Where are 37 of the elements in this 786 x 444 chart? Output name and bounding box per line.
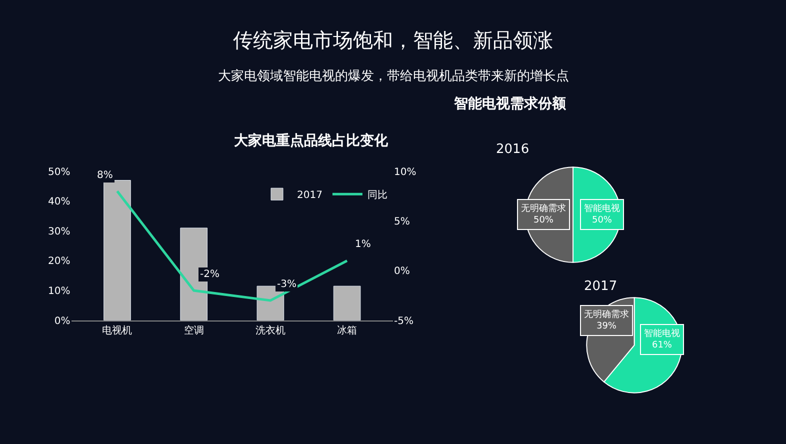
data-label: -2% xyxy=(200,269,220,280)
x-tick-label: 电视机 xyxy=(102,324,132,336)
bar xyxy=(104,180,131,320)
x-tick-label: 空调 xyxy=(184,324,204,336)
y-tick-label: 40% xyxy=(48,196,70,208)
chart-title: 2017 xyxy=(584,279,618,294)
data-label: 39% xyxy=(596,322,617,332)
chart-title: 智能电视需求份额 xyxy=(453,95,567,112)
data-label: 61% xyxy=(652,340,672,351)
data-label: -3% xyxy=(277,279,296,290)
data-label: 8% xyxy=(97,170,113,181)
data-label: 50% xyxy=(592,216,612,226)
slice-label: 无明确需求 xyxy=(584,309,629,320)
chart-subtitle: 2016 xyxy=(496,142,530,157)
y2-tick-label: 10% xyxy=(394,166,416,178)
data-label: 1% xyxy=(355,239,371,250)
slice-label: 无明确需求 xyxy=(521,203,566,214)
y2-tick-label: 5% xyxy=(394,216,410,228)
legend-label: 同比 xyxy=(367,189,388,201)
text: 传统家电市场饱和，智能、新品领涨 xyxy=(233,28,553,52)
x-tick-label: 洗衣机 xyxy=(255,324,286,336)
x-tick-label: 冰箱 xyxy=(337,324,358,336)
y2-tick-label: 0% xyxy=(394,266,410,278)
slice-label: 智能电视 xyxy=(584,203,620,214)
data-label: 50% xyxy=(533,216,554,226)
y-tick-label: 30% xyxy=(48,226,70,238)
legend-label: 2017 xyxy=(297,190,322,201)
slice-label: 智能电视 xyxy=(644,328,680,339)
line-series xyxy=(116,190,348,302)
y-tick-label: 50% xyxy=(48,166,70,178)
text: 大家电领域智能电视的爆发，带给电视机品类带来新的增长点 xyxy=(218,68,569,84)
y-tick-label: 0% xyxy=(54,316,70,327)
y-tick-label: 10% xyxy=(48,286,70,298)
chart-title: 大家电重点品线占比变化 xyxy=(234,132,389,149)
y2-tick-label: -5% xyxy=(394,316,414,327)
bar xyxy=(333,286,361,320)
y-tick-label: 20% xyxy=(48,256,70,268)
